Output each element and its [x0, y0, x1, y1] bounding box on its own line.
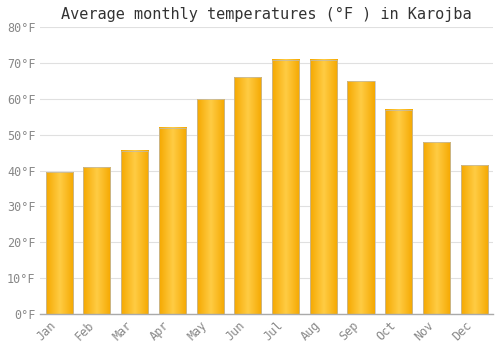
Bar [310, 60, 337, 314]
Bar [84, 167, 110, 314]
Bar [159, 128, 186, 314]
Bar [423, 142, 450, 314]
Bar [460, 165, 488, 314]
Bar [196, 99, 224, 314]
Bar [385, 110, 412, 314]
Bar [46, 173, 73, 314]
Bar [348, 81, 374, 314]
Bar [121, 151, 148, 314]
Bar [272, 60, 299, 314]
Title: Average monthly temperatures (°F ) in Karojba: Average monthly temperatures (°F ) in Ka… [62, 7, 472, 22]
Bar [234, 77, 262, 314]
